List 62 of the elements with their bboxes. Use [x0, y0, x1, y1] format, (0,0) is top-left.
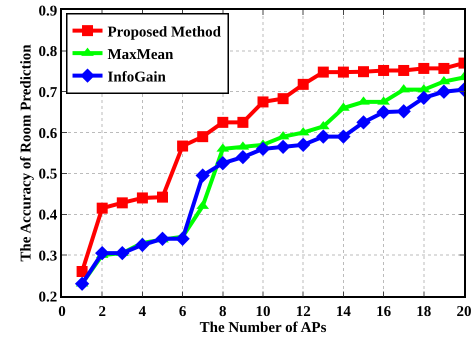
point: [418, 62, 430, 74]
point: [95, 246, 110, 260]
point: [177, 140, 188, 152]
point: [258, 96, 268, 108]
point: [216, 156, 230, 170]
point: [115, 246, 130, 260]
x-tick-label: 12: [296, 304, 311, 320]
point: [436, 84, 452, 99]
legend-label: MaxMean: [108, 46, 174, 63]
y-tick-label: 0.6: [38, 126, 58, 142]
y-tick-label: 0.5: [38, 166, 58, 183]
point: [96, 202, 108, 214]
point: [157, 192, 168, 203]
x-tick-label: 8: [219, 304, 227, 320]
point: [438, 62, 450, 74]
point: [135, 238, 150, 252]
point: [296, 138, 310, 152]
y-tick-label: 0.9: [38, 3, 58, 20]
point: [236, 150, 250, 164]
point: [237, 116, 248, 128]
point: [116, 197, 128, 208]
x-tick-label: 2: [98, 304, 106, 320]
point: [298, 78, 309, 90]
x-tick-label: 20: [456, 304, 472, 320]
x-tick-label: 4: [138, 304, 147, 320]
point: [316, 130, 330, 144]
x-tick-label: 6: [178, 304, 187, 320]
x-tick-label: 0: [58, 304, 66, 320]
y-tick-label: 0.3: [38, 248, 58, 264]
x-tick-label: 10: [256, 304, 270, 320]
legend-label: Proposed Method: [108, 24, 222, 40]
point: [217, 116, 228, 128]
x-tick-label: 18: [416, 304, 432, 320]
point: [376, 104, 391, 120]
point: [318, 66, 329, 78]
point: [378, 64, 390, 76]
y-tick-label: 0.2: [38, 289, 58, 306]
point: [76, 266, 88, 277]
point: [278, 93, 289, 104]
legend-label: InfoGain: [108, 69, 167, 86]
point: [197, 131, 208, 142]
point: [338, 66, 349, 78]
point: [416, 90, 431, 105]
x-tick-label: 14: [336, 304, 352, 320]
point: [196, 168, 210, 183]
point: [358, 66, 369, 78]
y-tick-label: 0.7: [38, 84, 58, 101]
x-axis-title: The Number of APs: [200, 320, 327, 336]
point: [398, 64, 410, 76]
y-tick-label: 0.4: [38, 208, 58, 224]
point: [276, 140, 290, 154]
point: [155, 232, 170, 246]
point: [396, 104, 411, 118]
point: [175, 232, 190, 246]
y-axis-title: The Accuracy of Room Prediction: [18, 44, 34, 262]
point: [256, 142, 270, 156]
x-tick-label: 16: [376, 304, 392, 320]
point: [136, 192, 148, 204]
point: [356, 115, 371, 130]
y-tick-label: 0.8: [38, 44, 58, 60]
point: [336, 130, 351, 144]
point: [74, 276, 90, 291]
